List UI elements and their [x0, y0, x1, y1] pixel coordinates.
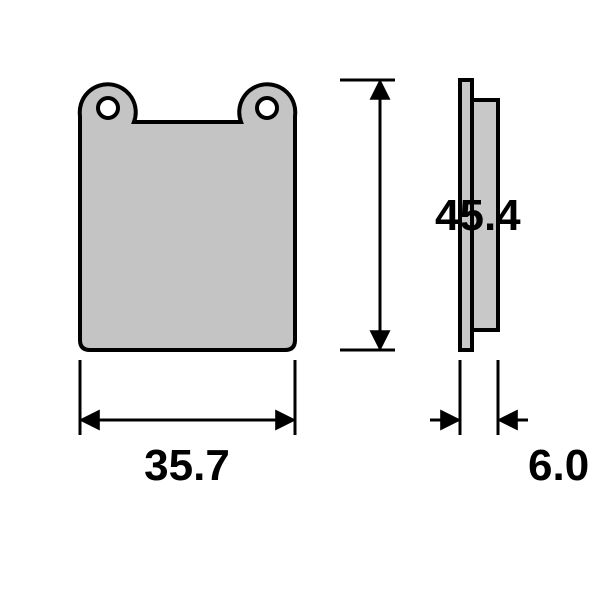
height-label: 45.4: [435, 191, 521, 240]
dimension-thickness: 6.0: [430, 360, 589, 490]
thickness-label: 6.0: [528, 441, 589, 490]
bolt-hole-left: [98, 98, 118, 118]
bolt-hole-right: [257, 98, 277, 118]
brake-pad-front: [80, 84, 296, 350]
width-label: 35.7: [144, 441, 230, 490]
dimension-width: 35.7: [80, 360, 295, 490]
